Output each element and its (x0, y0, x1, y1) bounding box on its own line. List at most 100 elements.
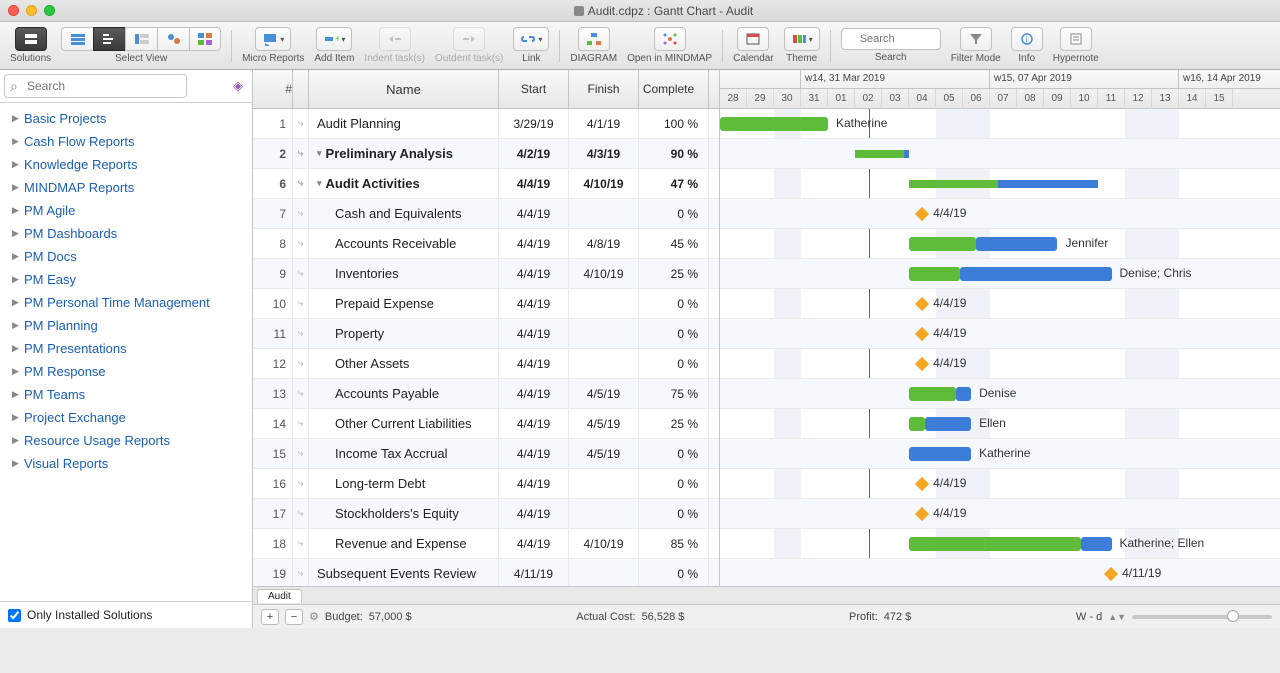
table-row[interactable]: 9⤷Inventories4/4/194/10/1925 % (253, 259, 719, 289)
gantt-chart[interactable]: w14, 31 Mar 2019w15, 07 Apr 2019w16, 14 … (720, 70, 1280, 586)
collapse-icon[interactable]: ▾ (317, 178, 322, 189)
summary-bar-remaining[interactable] (998, 180, 1098, 188)
table-row[interactable]: 12⤷Other Assets4/4/190 % (253, 349, 719, 379)
task-bar-done[interactable] (720, 117, 828, 131)
task-bar-done[interactable] (909, 537, 1081, 551)
budget-label: Budget: (325, 611, 363, 623)
maximize-icon[interactable] (44, 5, 55, 16)
header-start[interactable]: Start (499, 70, 569, 108)
task-bar-done[interactable] (909, 267, 960, 281)
sidebar-item[interactable]: ▶MINDMAP Reports (0, 176, 252, 199)
budget-value: 57,000 $ (369, 611, 412, 623)
sidebar-item[interactable]: ▶Knowledge Reports (0, 153, 252, 176)
sidebar-item[interactable]: ▶PM Docs (0, 245, 252, 268)
sidebar-item[interactable]: ▶PM Agile (0, 199, 252, 222)
theme-button[interactable]: ▾ (784, 27, 820, 51)
task-bar-remaining[interactable] (956, 387, 972, 401)
table-row[interactable]: 13⤷Accounts Payable4/4/194/5/1975 % (253, 379, 719, 409)
header-complete[interactable]: Complete (639, 70, 709, 108)
sidebar: ◈ ▶Basic Projects▶Cash Flow Reports▶Know… (0, 70, 253, 628)
table-row[interactable]: 14⤷Other Current Liabilities4/4/194/5/19… (253, 409, 719, 439)
info-button[interactable]: i (1011, 27, 1043, 51)
only-installed-checkbox[interactable] (8, 609, 21, 622)
view-button-2[interactable] (93, 27, 125, 51)
gantt-row[interactable] (720, 139, 1280, 169)
sidebar-search-input[interactable] (4, 74, 187, 98)
day-header: 15 (1206, 89, 1233, 109)
solutions-button[interactable] (15, 27, 47, 51)
gantt-row[interactable] (720, 289, 1280, 319)
table-row[interactable]: 16⤷Long-term Debt4/4/190 % (253, 469, 719, 499)
table-row[interactable]: 10⤷Prepaid Expense4/4/190 % (253, 289, 719, 319)
sidebar-item[interactable]: ▶PM Teams (0, 383, 252, 406)
micro-reports-button[interactable]: ▾ (255, 27, 291, 51)
gantt-row[interactable] (720, 469, 1280, 499)
task-bar-done[interactable] (909, 417, 925, 431)
sidebar-item[interactable]: ▶PM Dashboards (0, 222, 252, 245)
view-button-4[interactable] (157, 27, 189, 51)
diagram-button[interactable] (578, 27, 610, 51)
summary-bar-done[interactable] (909, 180, 998, 188)
gantt-row[interactable] (720, 199, 1280, 229)
gantt-row[interactable] (720, 499, 1280, 529)
summary-bar-done[interactable] (855, 150, 904, 158)
table-row[interactable]: 7⤷Cash and Equivalents4/4/190 % (253, 199, 719, 229)
sidebar-item[interactable]: ▶Resource Usage Reports (0, 429, 252, 452)
table-row[interactable]: 11⤷Property4/4/190 % (253, 319, 719, 349)
sidebar-item[interactable]: ▶PM Planning (0, 314, 252, 337)
table-row[interactable]: 6⤷▾Audit Activities4/4/194/10/1947 % (253, 169, 719, 199)
task-bar-done[interactable] (909, 387, 956, 401)
chevron-right-icon: ▶ (12, 366, 20, 377)
view-button-5[interactable] (189, 27, 221, 51)
task-bar-remaining[interactable] (976, 237, 1058, 251)
gantt-row[interactable] (720, 319, 1280, 349)
outdent-button (453, 27, 485, 51)
calendar-button[interactable] (737, 27, 769, 51)
header-num[interactable]: # (253, 70, 293, 108)
pin-icon[interactable]: ◈ (228, 76, 248, 96)
table-row[interactable]: 2⤷▾Preliminary Analysis4/2/194/3/1990 % (253, 139, 719, 169)
task-bar-remaining[interactable] (925, 417, 972, 431)
filter-mode-button[interactable] (960, 27, 992, 51)
table-row[interactable]: 17⤷Stockholders's Equity4/4/190 % (253, 499, 719, 529)
zoom-slider[interactable] (1132, 615, 1272, 619)
table-row[interactable]: 15⤷Income Tax Accrual4/4/194/5/190 % (253, 439, 719, 469)
open-mindmap-button[interactable] (654, 27, 686, 51)
close-icon[interactable] (8, 5, 19, 16)
collapse-icon[interactable]: ▾ (317, 148, 322, 159)
sidebar-item[interactable]: ▶PM Personal Time Management (0, 291, 252, 314)
table-row[interactable]: 1⤷Audit Planning3/29/194/1/19100 % (253, 109, 719, 139)
sidebar-item[interactable]: ▶PM Easy (0, 268, 252, 291)
task-bar-remaining[interactable] (909, 447, 971, 461)
toolbar-search-input[interactable] (841, 28, 941, 50)
link-button[interactable]: ▾ (513, 27, 549, 51)
view-button-1[interactable] (61, 27, 93, 51)
task-bar-remaining[interactable] (960, 267, 1112, 281)
minimize-icon[interactable] (26, 5, 37, 16)
add-item-button[interactable]: +▾ (316, 27, 352, 51)
gantt-row[interactable] (720, 349, 1280, 379)
sidebar-item[interactable]: ▶Project Exchange (0, 406, 252, 429)
task-bar-remaining[interactable] (1081, 537, 1111, 551)
sidebar-list: ▶Basic Projects▶Cash Flow Reports▶Knowle… (0, 103, 252, 601)
summary-bar-remaining[interactable] (904, 150, 909, 158)
header-name[interactable]: Name (309, 70, 499, 108)
gantt-row[interactable] (720, 559, 1280, 586)
sidebar-item[interactable]: ▶PM Presentations (0, 337, 252, 360)
task-bar-done[interactable] (909, 237, 976, 251)
remove-row-button[interactable]: − (285, 609, 303, 625)
sidebar-item-label: PM Planning (24, 318, 98, 333)
add-row-button[interactable]: + (261, 609, 279, 625)
table-row[interactable]: 8⤷Accounts Receivable4/4/194/8/1945 % (253, 229, 719, 259)
header-finish[interactable]: Finish (569, 70, 639, 108)
hypernote-label: Hypernote (1053, 53, 1099, 64)
sidebar-item[interactable]: ▶Visual Reports (0, 452, 252, 475)
table-row[interactable]: 19⤷Subsequent Events Review4/11/190 % (253, 559, 719, 586)
tab-audit[interactable]: Audit (257, 589, 302, 603)
hypernote-button[interactable] (1060, 27, 1092, 51)
sidebar-item[interactable]: ▶Basic Projects (0, 107, 252, 130)
sidebar-item[interactable]: ▶Cash Flow Reports (0, 130, 252, 153)
view-button-3[interactable] (125, 27, 157, 51)
sidebar-item[interactable]: ▶PM Response (0, 360, 252, 383)
table-row[interactable]: 18⤷Revenue and Expense4/4/194/10/1985 % (253, 529, 719, 559)
